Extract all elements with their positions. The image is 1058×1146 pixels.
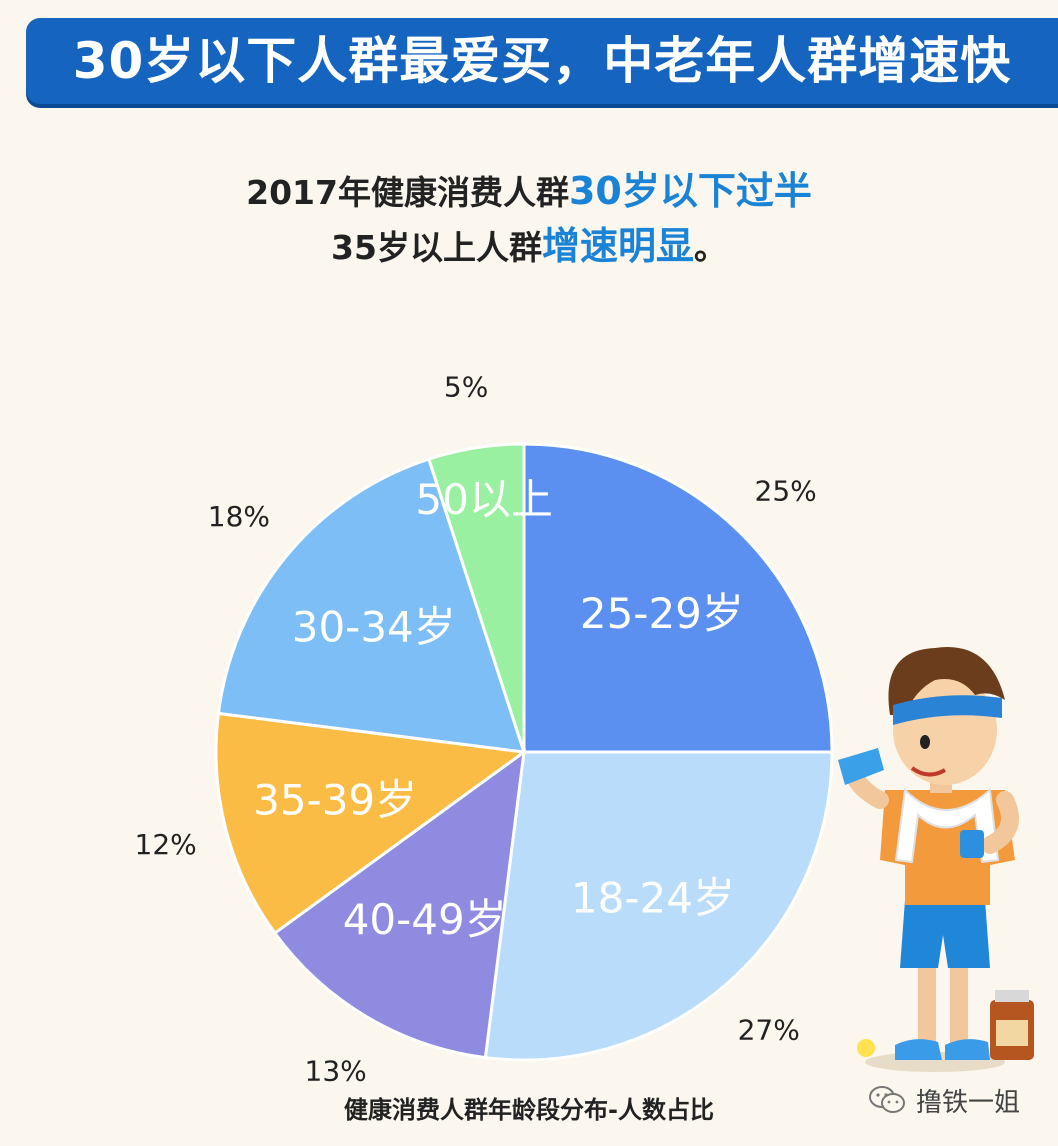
slice-label-0: 25-29岁 [580, 589, 744, 638]
slice-value-label-3: 12% [135, 828, 197, 861]
subtitle-line-1-text: 2017年健康消费人群 [246, 173, 569, 212]
pie-slice-0 [522, 442, 834, 754]
slice-value-label-5: 5% [444, 371, 488, 404]
slice-value-label-0: 25% [755, 474, 817, 507]
slice-value-label-2: 13% [305, 1054, 367, 1087]
subtitle-line-2-text: 35岁以上人群 [331, 228, 542, 267]
chart-title: 健康消费人群年龄段分布-人数占比 [344, 1096, 714, 1124]
pie-slice-3 [214, 711, 528, 936]
title-banner: 30岁以下人群最爱买，中老年人群增速快 [26, 18, 1058, 104]
pie-slice-1 [483, 750, 834, 1062]
slice-label-1: 18-24岁 [571, 873, 735, 922]
slice-value-label-4: 18% [208, 500, 270, 533]
slice-label-5: 50以上 [415, 475, 552, 524]
slice-label-4: 30-34岁 [292, 603, 456, 652]
subtitle-line-1: 2017年健康消费人群30岁以下过半 [0, 160, 1058, 215]
wechat-icon [869, 1086, 905, 1113]
subtitle-line-2-highlight: 增速明显 [541, 224, 694, 268]
wechat-account-name: 撸铁一姐 [916, 1087, 1021, 1118]
subtitle-line-1-highlight: 30岁以下过半 [568, 169, 812, 213]
pie-slice-4 [216, 457, 527, 754]
slice-value-label-1: 27% [738, 1014, 800, 1047]
subtitle-line-2: 35岁以上人群增速明显。 [0, 215, 1058, 270]
banner-title: 30岁以下人群最爱买，中老年人群增速快 [72, 32, 1012, 90]
slice-label-2: 40-49岁 [343, 895, 507, 944]
runner-mascot-icon [838, 647, 1034, 1072]
pie-slice-5 [426, 442, 526, 753]
wechat-watermark: 撸铁一姐 [868, 1080, 1020, 1120]
subtitle-line-2-end: 。 [693, 228, 727, 267]
slice-label-3: 35-39岁 [253, 775, 417, 824]
pie-slice-2 [272, 748, 526, 1060]
